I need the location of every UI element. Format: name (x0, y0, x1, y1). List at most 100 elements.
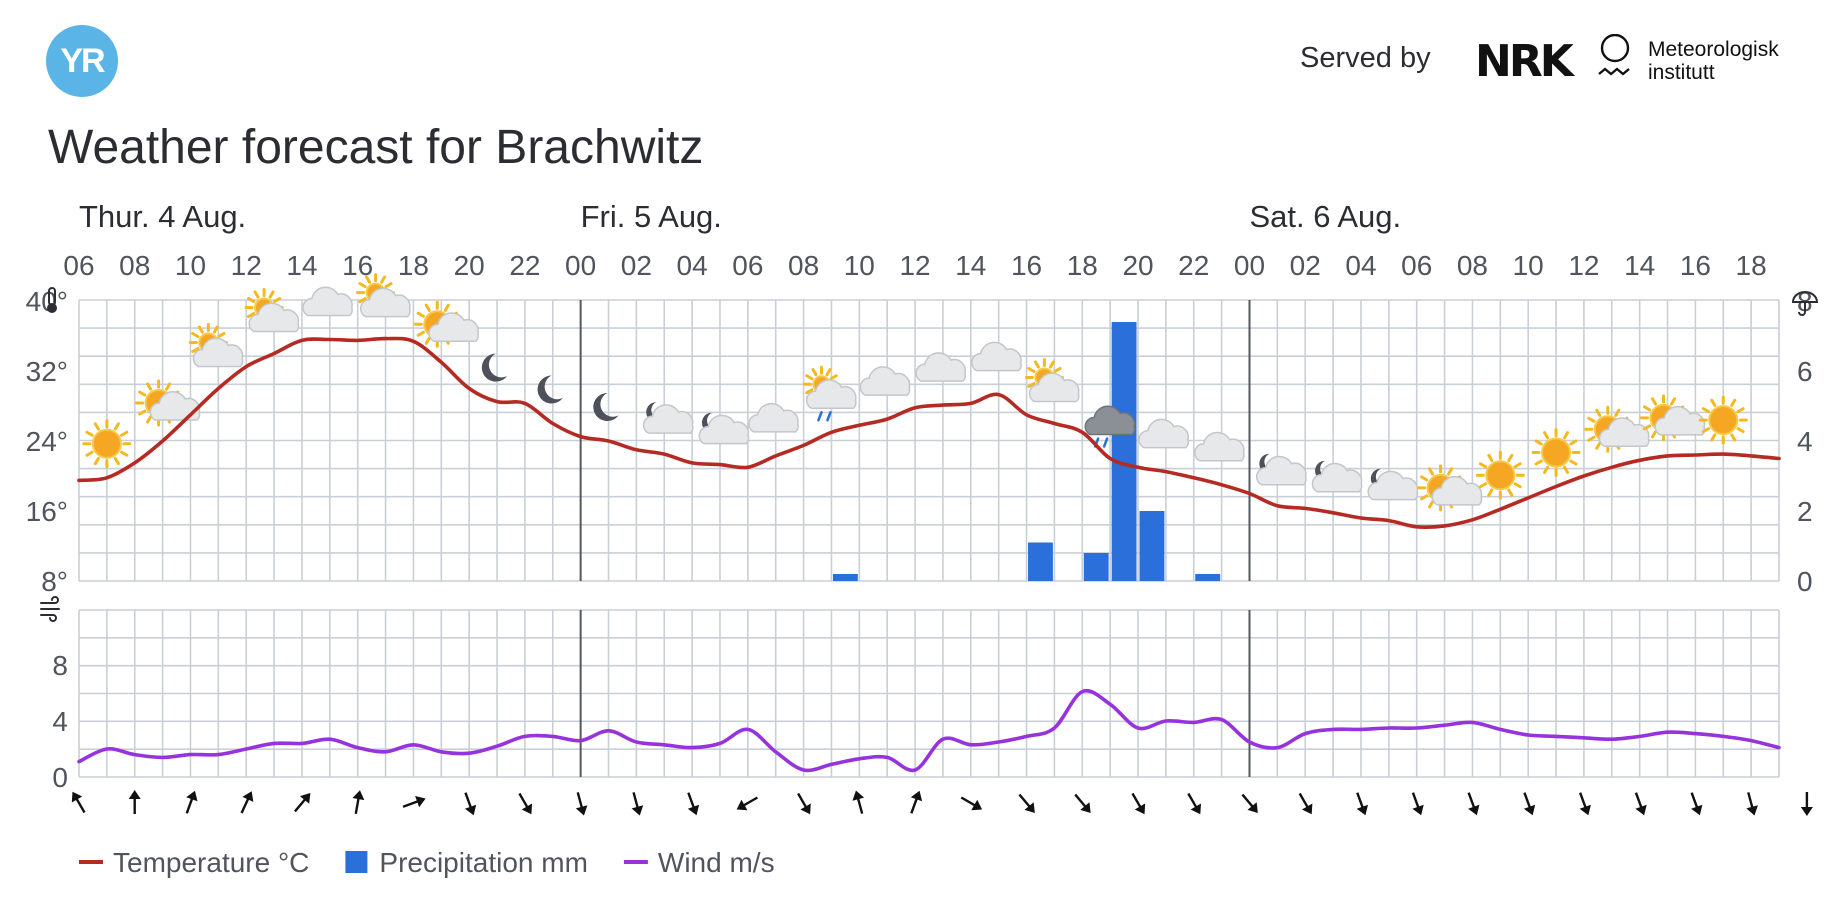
cloudy-icon (748, 402, 799, 433)
yr-logo[interactable]: YR (46, 25, 118, 97)
yr-logo-text: YR (60, 41, 105, 80)
nrk-logo[interactable]: NRK (1475, 36, 1574, 87)
weather-symbols (82, 273, 1748, 512)
precipitation-bar (1028, 542, 1053, 581)
precipitation-bar (832, 574, 858, 581)
legend: Temperature °C Precipitation mm Wind m/s (79, 847, 775, 878)
cloudy-icon (1194, 431, 1245, 462)
clear-sky-day-icon (1531, 428, 1581, 477)
wind-arrow-icon (1356, 792, 1369, 816)
hour-tick-label: 16 (1680, 250, 1711, 281)
hour-tick-label: 14 (1624, 250, 1655, 281)
meteogram-chart: Thur. 4 Aug. Fri. 5 Aug. Sat. 6 Aug. 06 08 1… (26, 199, 1819, 878)
wind-arrow-icon (128, 790, 141, 814)
clear-sky-day-icon (1475, 450, 1525, 500)
wind-tick-label: 0 (52, 762, 68, 793)
wind-arrow-icon (736, 796, 759, 811)
axis-icons (40, 287, 1819, 622)
fair-day-icon (135, 379, 201, 427)
precipitation-bar (1083, 553, 1109, 581)
wind-arrow-icon (1690, 792, 1703, 816)
wind-arrow-icon (1187, 792, 1201, 815)
partly-cloudy-night-icon (1367, 468, 1419, 501)
wind-arrow-icon (1579, 792, 1591, 816)
wind-arrow-icon (185, 790, 198, 814)
legend-label: Wind m/s (658, 847, 775, 878)
wind-arrow-icon (71, 791, 86, 814)
legend-item: Wind m/s (623, 847, 775, 878)
page-header: YR Served by NRK Meteorologisk institutt (0, 0, 1848, 110)
hour-tick-label: 04 (1345, 250, 1376, 281)
cloudy-icon (302, 286, 353, 317)
hour-tick-label: 04 (677, 250, 708, 281)
wind-arrow-icon (1018, 793, 1035, 813)
precipitation-bar (1195, 574, 1221, 581)
wind-arrow-icon (797, 792, 811, 815)
precipitation-tick-label: 6 (1797, 356, 1813, 387)
clear-sky-night-icon (593, 393, 619, 421)
wind-arrow-icon (687, 792, 700, 816)
met-institute-logo[interactable]: Meteorologisk institutt (1648, 38, 1779, 84)
wind-arrow-icon (631, 792, 644, 816)
partly-cloudy-night-icon (1255, 453, 1307, 486)
hour-tick-label: 02 (1290, 250, 1321, 281)
thermometer-icon (47, 287, 57, 313)
wind-arrow-icon (1074, 793, 1091, 813)
clear-sky-night-icon (537, 375, 563, 404)
temperature-precipitation-grid (78, 299, 1780, 582)
wind-arrow-icon (1411, 792, 1424, 816)
hour-tick-label: 08 (1457, 250, 1488, 281)
hour-tick-label: 14 (286, 250, 317, 281)
hour-tick-label: 18 (1736, 250, 1767, 281)
temperature-line (77, 336, 1781, 529)
wind-arrow-icon (352, 790, 365, 815)
hour-tick-label: 18 (398, 250, 429, 281)
legend-label: Temperature °C (113, 847, 309, 878)
wind-arrow-icon (960, 796, 983, 811)
partly-cloudy-night-icon (698, 412, 750, 445)
hour-tick-label: 20 (454, 250, 485, 281)
clear-sky-day-icon (82, 419, 132, 469)
hour-tick-label: 12 (1568, 250, 1599, 281)
day-label: Sat. 6 Aug. (1249, 199, 1401, 234)
fair-day-icon (1417, 464, 1483, 512)
fair-day-icon (1640, 394, 1706, 442)
precipitation-tick-label: 4 (1797, 426, 1813, 457)
partly-cloudy-night-icon (1311, 460, 1363, 493)
hour-tick-label: 14 (955, 250, 986, 281)
hour-tick-label: 08 (119, 250, 150, 281)
met-institute-logo-mark (1598, 34, 1630, 76)
precipitation-tick-label: 0 (1797, 566, 1813, 597)
legend-swatch (345, 851, 368, 873)
wind-arrow-icon (1800, 792, 1813, 816)
wind-tick-label: 8 (52, 650, 68, 681)
wind-arrow-icon (852, 790, 865, 814)
clear-sky-night-icon (481, 353, 508, 382)
legend-label: Precipitation mm (379, 847, 588, 878)
hour-tick-label: 08 (788, 250, 819, 281)
met-logo-line2: institutt (1648, 61, 1715, 84)
hour-tick-label: 06 (732, 250, 763, 281)
hour-tick-label: 10 (1513, 250, 1544, 281)
hour-tick-label: 16 (342, 250, 373, 281)
precipitation-bar (1111, 322, 1137, 581)
partly-cloudy-day-icon (188, 323, 244, 368)
wind-arrow-icon (464, 792, 477, 816)
hour-tick-label: 18 (1067, 250, 1098, 281)
light-rain-showers-day-icon (802, 365, 857, 422)
hour-tick-label: 12 (231, 250, 262, 281)
wind-arrow-icon (1467, 792, 1480, 816)
met-logo-line1: Meteorologisk (1648, 38, 1779, 61)
hour-tick-label: 00 (1234, 250, 1265, 281)
hour-tick-labels: 06 08 10 12 14 16 18 20 22 00 02 04 06 08 10 12 14 16 18 20… (63, 250, 1766, 281)
wind-arrow-icon (575, 792, 588, 816)
wind-arrow-icon (1241, 793, 1258, 813)
wind-arrow-icon (1634, 792, 1647, 816)
day-label: Thur. 4 Aug. (79, 199, 246, 234)
fair-day-icon (1584, 405, 1650, 453)
wind-tick-label: 4 (52, 706, 68, 737)
hour-tick-label: 06 (1401, 250, 1432, 281)
legend-item: Temperature °C (79, 847, 309, 878)
day-labels: Thur. 4 Aug. Fri. 5 Aug. Sat. 6 Aug. (79, 199, 1401, 234)
